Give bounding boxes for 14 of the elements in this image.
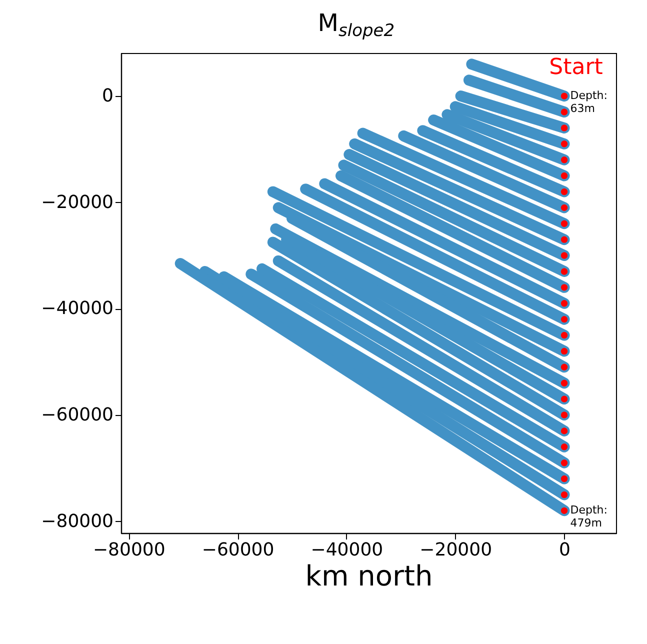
- x-tick-label: 0: [559, 540, 570, 560]
- x-tick-label: −60000: [202, 540, 274, 560]
- annotation: Depth: 479m: [570, 504, 608, 530]
- annotation: Depth: 63m: [570, 89, 608, 116]
- x-tick-label: −40000: [310, 540, 384, 560]
- x-tick-label: −20000: [420, 540, 492, 560]
- y-tick-label: −20000: [41, 192, 114, 213]
- x-tick-label: −80000: [92, 540, 166, 560]
- x-axis-title: km north: [305, 560, 433, 592]
- annotation: Start: [549, 55, 604, 80]
- y-tick-label: −80000: [41, 510, 114, 532]
- y-tick-label: −40000: [41, 298, 114, 320]
- y-tick-label: 0: [102, 86, 114, 107]
- y-tick-label: −60000: [41, 404, 114, 426]
